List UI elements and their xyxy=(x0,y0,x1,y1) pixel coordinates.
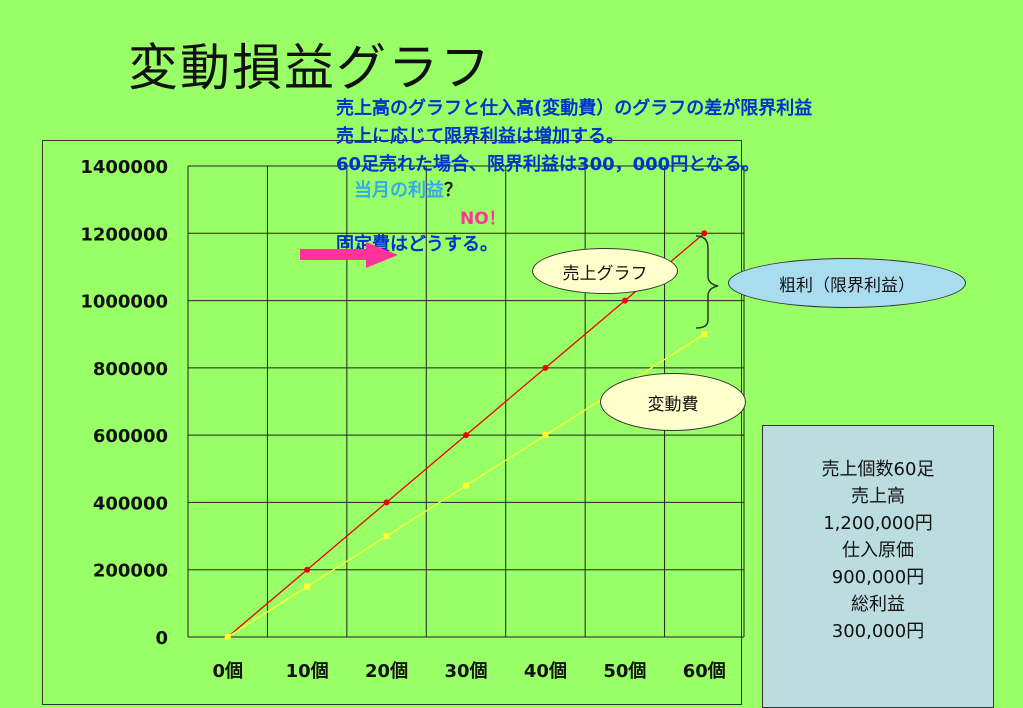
question-label: 当月の利益 xyxy=(354,180,444,201)
y-tick-label: 800000 xyxy=(93,359,168,380)
summary-box: 売上個数60足 売上高 1,200,000円 仕入原価 900,000円 総利益… xyxy=(762,425,994,708)
y-tick-label: 0 xyxy=(155,628,168,649)
y-tick-label: 600000 xyxy=(93,426,168,447)
chart-frame xyxy=(42,140,742,705)
x-tick-label: 30個 xyxy=(444,661,487,682)
y-tick-label: 1000000 xyxy=(80,292,168,313)
slide-notes: 売上高のグラフと仕入高(変動費）のグラフの差が限界利益 売上に応じて限界利益は増… xyxy=(336,95,813,255)
y-tick-label: 1200000 xyxy=(80,224,168,245)
variable-cost-callout: 変動費 xyxy=(600,373,746,431)
x-tick-label: 50個 xyxy=(603,661,646,682)
sales-callout: 売上グラフ xyxy=(532,248,678,294)
note-line-2: 売上に応じて限界利益は増加する。 xyxy=(336,126,624,147)
x-tick-label: 40個 xyxy=(524,661,567,682)
data-point xyxy=(701,230,708,237)
data-point xyxy=(383,533,390,540)
data-point xyxy=(304,583,311,590)
y-tick-label: 400000 xyxy=(93,493,168,514)
x-tick-label: 10個 xyxy=(286,661,329,682)
slide-title: 変動損益グラフ xyxy=(128,39,492,97)
question-mark: ？ xyxy=(444,180,462,201)
data-point xyxy=(542,364,549,371)
chart-grid xyxy=(187,165,745,638)
x-tick-label: 0個 xyxy=(212,661,243,682)
data-point xyxy=(542,432,549,439)
note-line-3: 60足売れた場合、限界利益は300，000円となる。 xyxy=(336,154,760,175)
right-arrow-icon xyxy=(300,242,398,268)
y-tick-label: 1400000 xyxy=(80,157,168,178)
data-point xyxy=(383,499,390,506)
data-point xyxy=(224,634,231,640)
summary-line: 売上高 xyxy=(851,486,905,507)
answer-text: NO！ xyxy=(460,209,506,229)
summary-line: 仕入原価 xyxy=(842,540,914,561)
x-tick-label: 20個 xyxy=(365,661,408,682)
data-point xyxy=(463,482,469,489)
x-tick-label: 60個 xyxy=(683,661,726,682)
note-line-1: 売上高のグラフと仕入高(変動費）のグラフの差が限界利益 xyxy=(336,98,813,119)
data-point xyxy=(701,331,708,338)
y-tick-label: 200000 xyxy=(93,561,168,582)
summary-line: 900,000円 xyxy=(831,567,925,588)
question-text: 当月の利益？ xyxy=(354,177,462,205)
summary-line: 300,000円 xyxy=(831,621,925,642)
data-point xyxy=(304,566,311,573)
summary-line: 売上個数60足 xyxy=(821,459,935,480)
margin-callout: 粗利（限界利益） xyxy=(728,258,966,308)
y-axis-ticks: 0 200000 400000 600000 800000 1000000 1200000 1… xyxy=(80,157,168,649)
data-point xyxy=(621,297,628,304)
summary-line: 総利益 xyxy=(851,594,905,615)
summary-line: 1,200,000円 xyxy=(823,513,933,534)
x-axis-ticks: 0個 10個 20個 30個 40個 50個 60個 xyxy=(212,661,725,682)
brace-icon xyxy=(695,235,719,329)
data-point xyxy=(463,432,469,439)
